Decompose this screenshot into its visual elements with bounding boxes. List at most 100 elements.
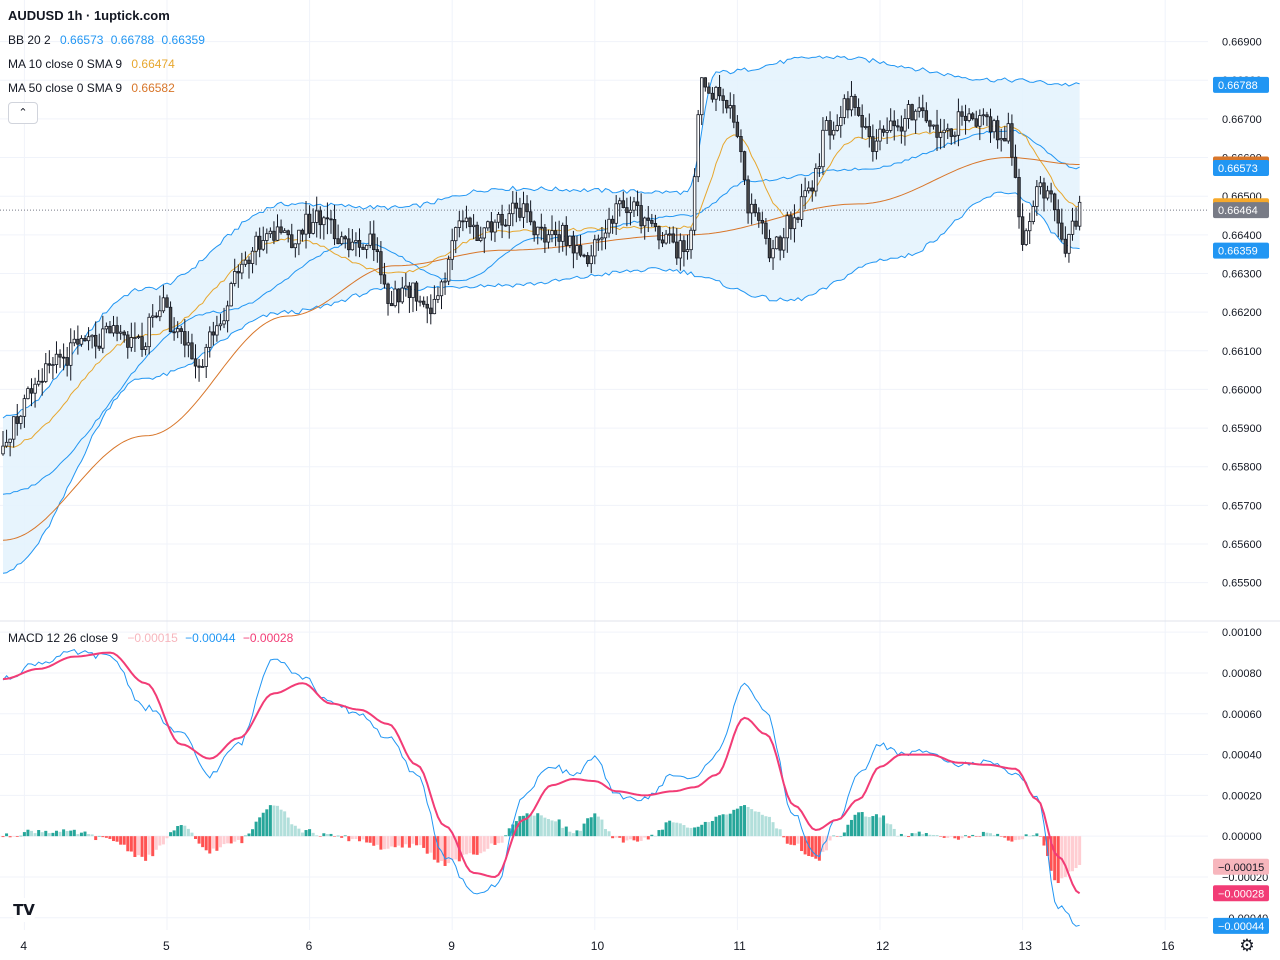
candle-body xyxy=(300,229,305,235)
candle xyxy=(407,282,412,313)
legend-bollinger[interactable]: BB 20 2 0.66573 0.66788 0.66359 xyxy=(8,33,209,47)
histogram-bar xyxy=(960,836,964,839)
histogram-bar xyxy=(931,834,935,837)
candle xyxy=(183,319,187,358)
histogram-bar xyxy=(361,836,365,840)
candle-body xyxy=(536,226,540,236)
histogram-bar xyxy=(407,836,411,848)
time-tick-label: 10 xyxy=(591,939,605,953)
candle-body xyxy=(382,274,387,285)
candle-body xyxy=(970,113,975,120)
candle-body xyxy=(69,342,73,366)
histogram-bar xyxy=(1021,836,1025,840)
candle xyxy=(564,216,568,256)
histogram-bar xyxy=(707,822,711,837)
gear-icon[interactable]: ⚙ xyxy=(1239,936,1255,955)
histogram-bar xyxy=(1006,836,1010,841)
macd-badge: −0.00044 xyxy=(1213,917,1269,934)
histogram-bar xyxy=(415,836,419,846)
candle-body xyxy=(988,116,993,133)
histogram-bar xyxy=(447,836,451,864)
histogram-bar xyxy=(400,836,404,848)
histogram-bar xyxy=(650,834,654,837)
candle xyxy=(329,210,333,234)
candle xyxy=(126,331,130,359)
candle-body xyxy=(240,263,244,274)
candle-body xyxy=(261,240,265,250)
histogram-bar xyxy=(693,827,697,837)
candle xyxy=(19,415,23,430)
candle xyxy=(1020,203,1025,251)
candle xyxy=(921,94,925,118)
histogram-bar xyxy=(839,835,843,837)
price-badge: 0.66464 xyxy=(1213,202,1269,219)
time-tick-label: 12 xyxy=(876,939,890,953)
candle xyxy=(1045,185,1050,201)
candle-body xyxy=(799,196,804,220)
axes: 0.669000.668000.667000.666000.665000.664… xyxy=(0,37,1280,953)
candle-body xyxy=(1063,238,1068,254)
candle xyxy=(888,108,893,133)
candle-body xyxy=(161,297,166,312)
histogram-bar xyxy=(368,836,372,843)
candle xyxy=(268,227,273,238)
candle-body xyxy=(186,342,191,346)
candle-body xyxy=(596,238,601,241)
candle-body xyxy=(924,110,929,122)
candle xyxy=(215,315,219,342)
candle-body xyxy=(486,221,490,229)
candle-body xyxy=(853,95,857,108)
candle-body xyxy=(218,323,223,327)
candle xyxy=(650,213,654,227)
candle xyxy=(208,326,212,358)
candle xyxy=(104,322,109,334)
candle-body xyxy=(268,230,273,235)
candle xyxy=(507,204,511,239)
histogram-bar xyxy=(735,808,739,837)
candle xyxy=(122,330,126,343)
time-tick-label: 4 xyxy=(20,939,27,953)
histogram-bar xyxy=(907,836,911,838)
histogram-bar xyxy=(104,836,108,838)
candle xyxy=(51,357,55,380)
collapse-legend-button[interactable]: ⌃ xyxy=(8,102,38,124)
histogram-bar xyxy=(475,836,479,855)
macd-line xyxy=(2,649,1080,927)
histogram-bar xyxy=(183,825,187,837)
candle-body xyxy=(881,128,886,133)
histogram-bar xyxy=(625,836,629,841)
histogram-bar xyxy=(792,836,796,846)
histogram-bar xyxy=(58,831,62,837)
tradingview-logo[interactable]: TV xyxy=(10,898,38,922)
candle xyxy=(336,224,340,245)
candle-body xyxy=(357,240,362,248)
candle-body xyxy=(1045,190,1050,199)
histogram-bar xyxy=(19,835,23,837)
candle xyxy=(664,229,668,245)
histogram-bar xyxy=(169,832,173,837)
histogram-bar xyxy=(760,814,764,837)
histogram-bar xyxy=(358,836,361,842)
legend-ma10[interactable]: MA 10 close 0 SMA 9 0.66474 xyxy=(8,57,179,71)
legend-ma50[interactable]: MA 50 close 0 SMA 9 0.66582 xyxy=(8,81,179,95)
candle xyxy=(585,252,590,267)
candle-body xyxy=(329,218,333,221)
candle-body xyxy=(692,176,697,231)
legend-macd[interactable]: MACD 12 26 close 9 −0.00015 −0.00044 −0.… xyxy=(8,631,297,645)
candle xyxy=(856,98,861,117)
candle xyxy=(393,280,397,308)
candle xyxy=(15,403,19,436)
histogram-bar xyxy=(72,829,76,837)
histogram-bar xyxy=(404,836,408,845)
candle xyxy=(1028,212,1032,245)
price-badge-text: 0.66464 xyxy=(1218,205,1258,217)
candle-body xyxy=(115,325,119,334)
candle-body xyxy=(197,365,201,368)
candle xyxy=(222,307,226,329)
candle-body xyxy=(315,210,319,223)
candle-body xyxy=(1020,216,1025,245)
histogram-bar xyxy=(924,832,928,837)
histogram-bar xyxy=(136,836,140,856)
candle xyxy=(1067,233,1071,263)
